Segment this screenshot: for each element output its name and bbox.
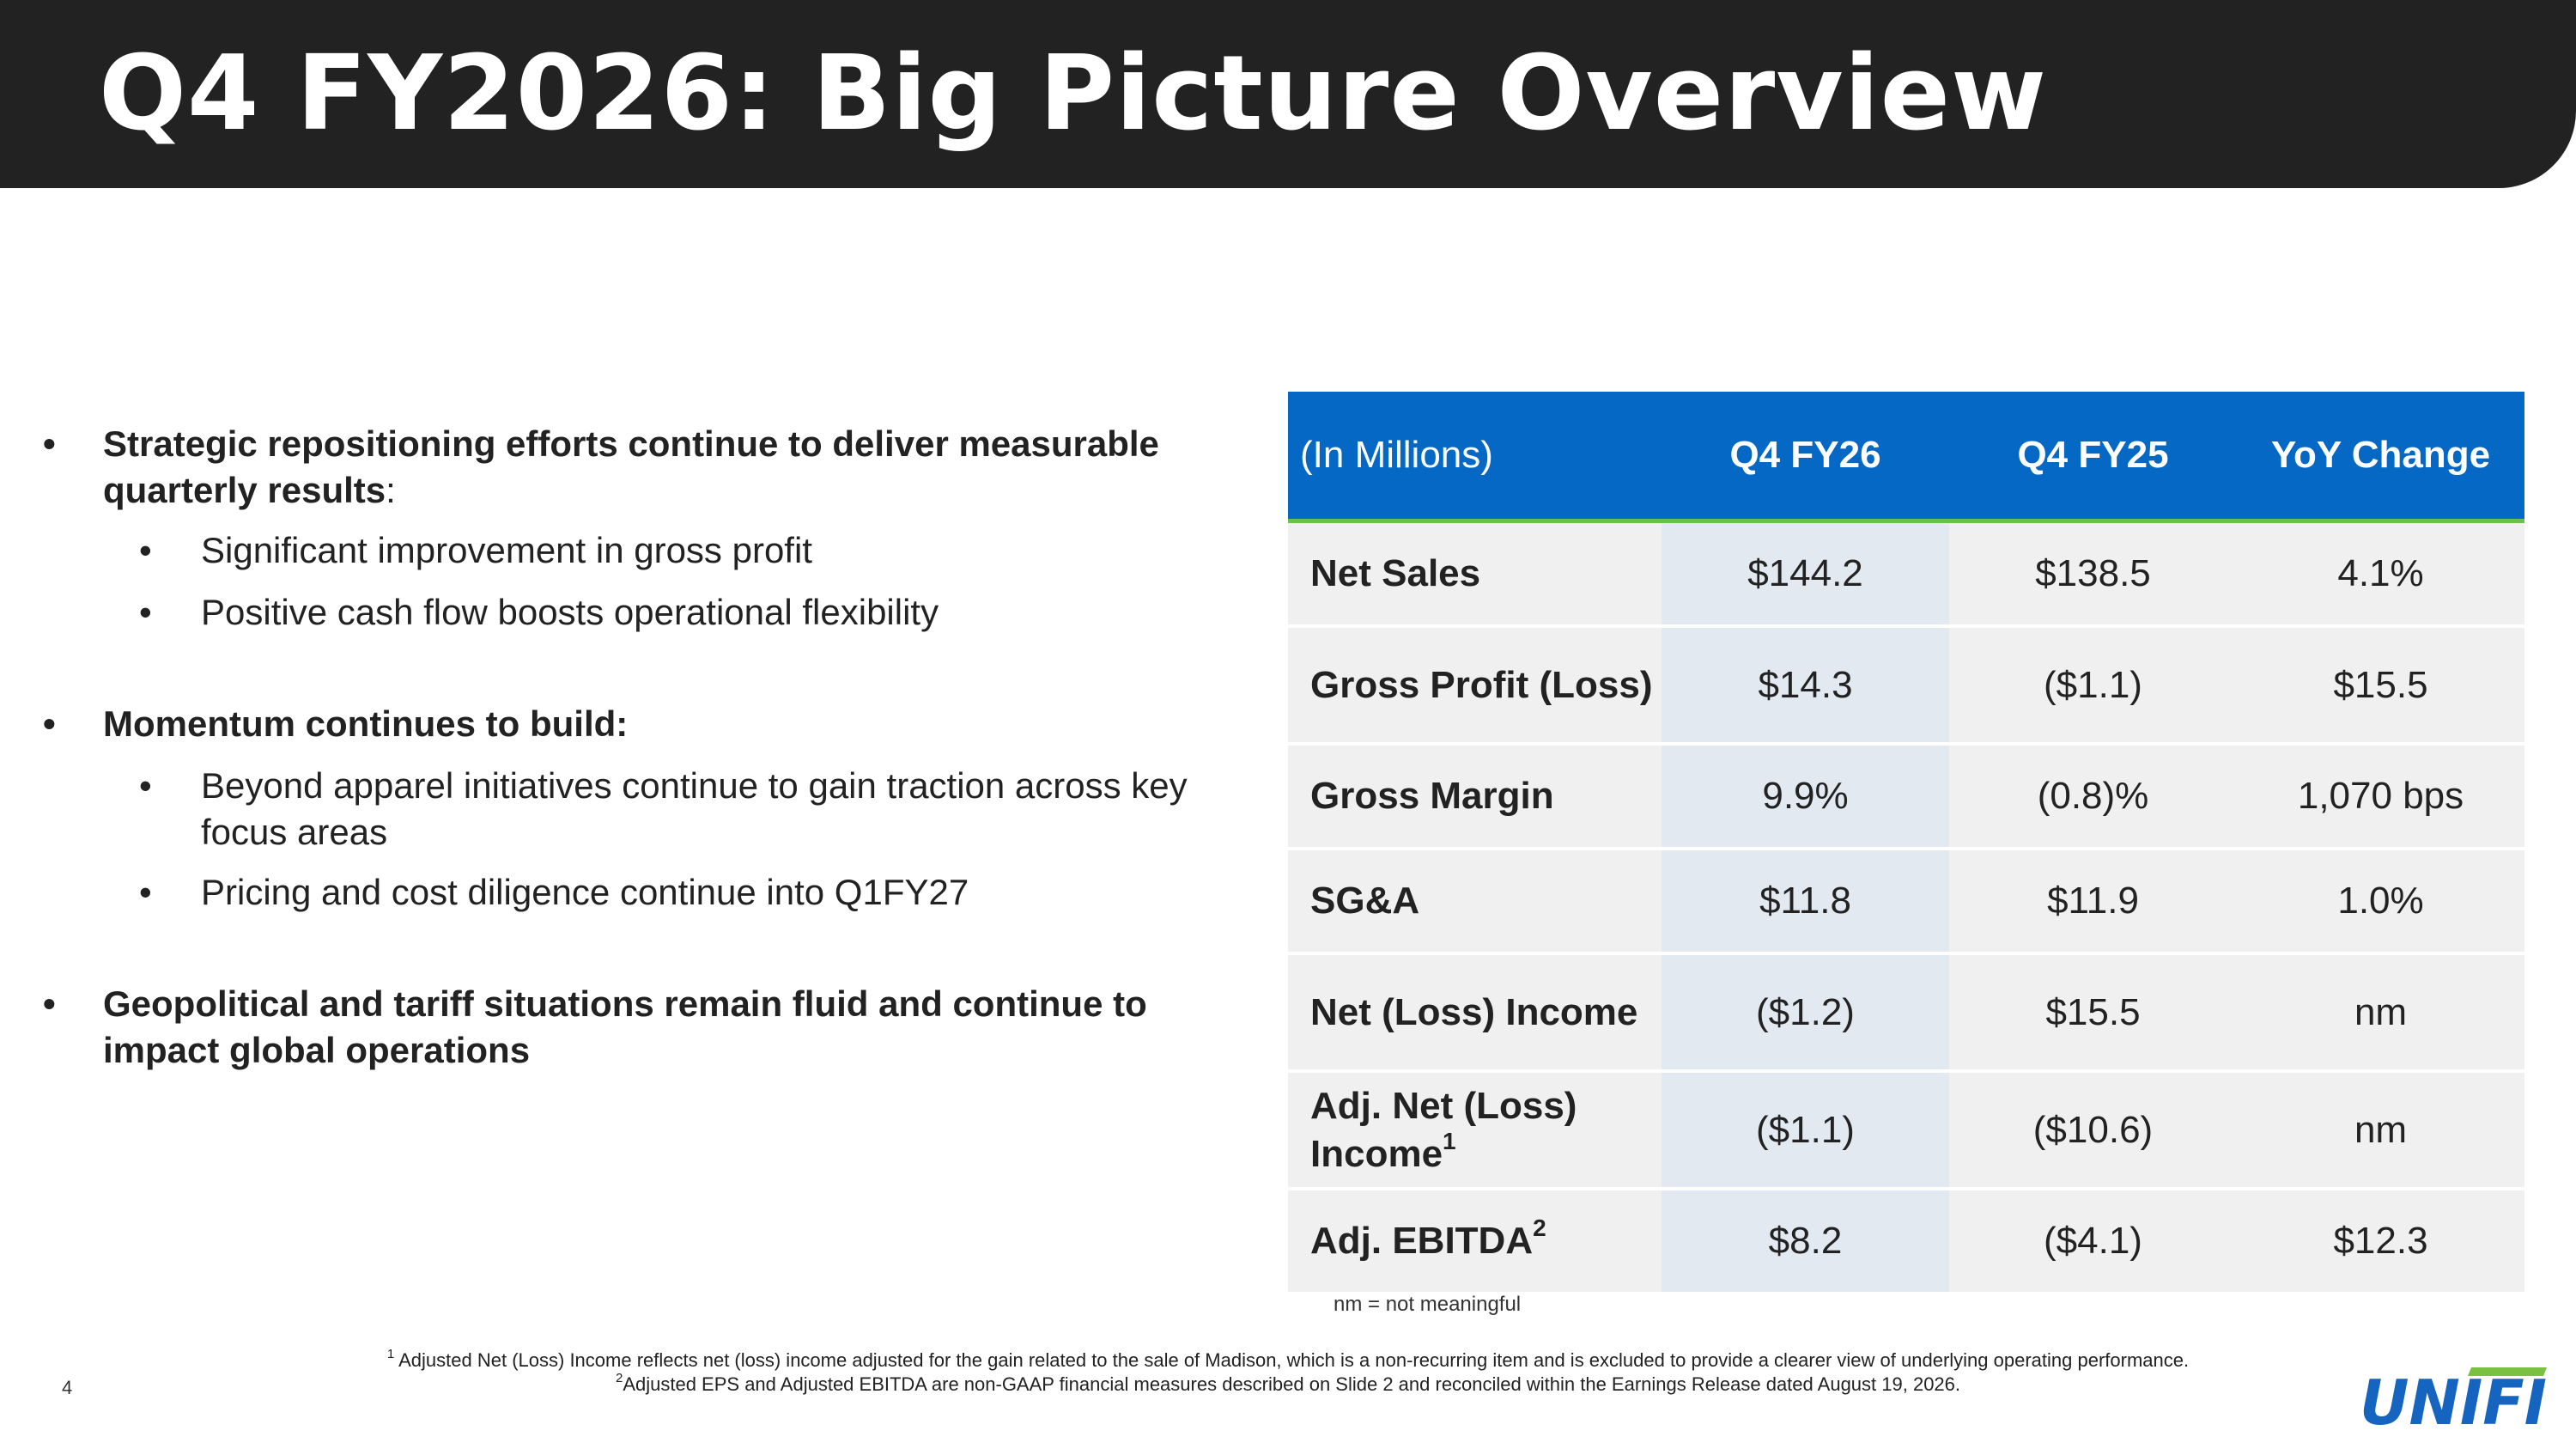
- row-label: Net Sales: [1288, 521, 1662, 628]
- header-q4-fy26: Q4 FY26: [1662, 392, 1949, 523]
- bullet-list: • Strategic repositioning efforts contin…: [43, 421, 1245, 1074]
- cell-change: $15.5: [2237, 626, 2524, 746]
- cell-change: nm: [2237, 1071, 2524, 1190]
- table-row: Adj. Net (Loss) Income1 ($1.1) ($10.6) n…: [1288, 1071, 2524, 1190]
- row-label: Gross Margin: [1288, 744, 1662, 850]
- bullet-geopolitical: • Geopolitical and tariff situations rem…: [43, 981, 1245, 1074]
- sub-bullet-text: Significant improvement in gross profit: [201, 530, 812, 570]
- bullet-dot-icon: •: [43, 703, 56, 744]
- cell-fy26: $8.2: [1662, 1189, 1949, 1295]
- bullet-dot-icon: •: [43, 983, 56, 1024]
- bullet-text: Geopolitical and tariff situations remai…: [103, 983, 1147, 1070]
- table-note: nm = not meaningful: [1334, 1293, 1522, 1316]
- bullet-strategic: • Strategic repositioning efforts contin…: [43, 421, 1245, 514]
- table-row: Net (Loss) Income ($1.2) $15.5 nm: [1288, 953, 2524, 1073]
- cell-fy25: ($10.6): [1949, 1071, 2237, 1190]
- bullet-colon: :: [386, 470, 396, 510]
- cell-change: 1.0%: [2237, 849, 2524, 955]
- sub-bullet-dot-icon: •: [139, 592, 152, 632]
- table-row: Gross Margin 9.9% (0.8)% 1,070 bps: [1288, 744, 2524, 850]
- cell-change: 4.1%: [2237, 521, 2524, 628]
- footnote-2: 2Adjusted EPS and Adjusted EBITDA are no…: [615, 1370, 1961, 1395]
- row-label: Adj. Net (Loss) Income1: [1288, 1071, 1662, 1190]
- title-bar: Q4 FY2026: Big Picture Overview: [0, 0, 2576, 188]
- cell-fy26: 9.9%: [1662, 744, 1949, 850]
- svg-text:UNIFI: UNIFI: [2360, 1367, 2547, 1428]
- cell-fy25: $138.5: [1949, 521, 2237, 628]
- cell-fy26: $144.2: [1662, 521, 1949, 628]
- cell-fy26: $14.3: [1662, 626, 1949, 746]
- footnotes: 1 Adjusted Net (Loss) Income reflects ne…: [361, 1346, 2215, 1397]
- row-label: SG&A: [1288, 849, 1662, 955]
- cell-fy25: ($1.1): [1949, 626, 2237, 746]
- header-yoy-change: YoY Change: [2237, 392, 2524, 523]
- sub-bullet: • Positive cash flow boosts operational …: [43, 589, 1245, 636]
- cell-fy25: $11.9: [1949, 849, 2237, 955]
- sub-bullet-text: Beyond apparel initiatives continue to g…: [201, 765, 1188, 852]
- sub-bullet-text: Positive cash flow boosts operational fl…: [201, 592, 939, 632]
- cell-change: nm: [2237, 953, 2524, 1073]
- row-label: Net (Loss) Income: [1288, 953, 1662, 1073]
- table-row: Net Sales $144.2 $138.5 4.1%: [1288, 521, 2524, 628]
- cell-fy26: ($1.1): [1662, 1071, 1949, 1190]
- sub-bullet-text: Pricing and cost diligence continue into…: [201, 872, 969, 912]
- cell-fy25: $15.5: [1949, 953, 2237, 1073]
- cell-fy25: ($4.1): [1949, 1189, 2237, 1295]
- table-header-row: (In Millions) Q4 FY26 Q4 FY25 YoY Change: [1288, 392, 2524, 523]
- cell-fy26: $11.8: [1662, 849, 1949, 955]
- row-label: Gross Profit (Loss): [1288, 626, 1662, 746]
- cell-change: $12.3: [2237, 1189, 2524, 1295]
- page-title: Q4 FY2026: Big Picture Overview: [99, 34, 2047, 154]
- financial-summary-table: (In Millions) Q4 FY26 Q4 FY25 YoY Change…: [1288, 392, 2524, 1295]
- bullet-momentum: • Momentum continues to build:: [43, 701, 1245, 747]
- table-row: Adj. EBITDA2 $8.2 ($4.1) $12.3: [1288, 1189, 2524, 1295]
- sub-bullet: • Beyond apparel initiatives continue to…: [43, 763, 1245, 855]
- table-row: Gross Profit (Loss) $14.3 ($1.1) $15.5: [1288, 626, 2524, 746]
- bullet-text: Momentum continues to build:: [103, 703, 629, 744]
- unifi-logo: UNIFI: [2360, 1366, 2549, 1439]
- row-label: Adj. EBITDA2: [1288, 1189, 1662, 1295]
- header-q4-fy25: Q4 FY25: [1949, 392, 2237, 523]
- bullet-text: Strategic repositioning efforts continue…: [103, 423, 1159, 510]
- page-number: 4: [62, 1377, 73, 1398]
- footnote-ref: 1: [1443, 1127, 1456, 1154]
- cell-fy26: ($1.2): [1662, 953, 1949, 1073]
- footnote-1: 1 Adjusted Net (Loss) Income reflects ne…: [386, 1346, 2190, 1371]
- bullet-dot-icon: •: [43, 423, 56, 464]
- footnote-ref: 2: [1533, 1215, 1546, 1242]
- sub-bullet: • Significant improvement in gross profi…: [43, 527, 1245, 574]
- table-row: SG&A $11.8 $11.9 1.0%: [1288, 849, 2524, 955]
- sub-bullet-dot-icon: •: [139, 872, 152, 912]
- sub-bullet-dot-icon: •: [139, 530, 152, 570]
- unifi-logo-icon: UNIFI: [2360, 1367, 2547, 1439]
- header-units: (In Millions): [1288, 392, 1662, 523]
- sub-bullet: • Pricing and cost diligence continue in…: [43, 869, 1245, 916]
- cell-change: 1,070 bps: [2237, 744, 2524, 850]
- sub-bullet-dot-icon: •: [139, 765, 152, 806]
- cell-fy25: (0.8)%: [1949, 744, 2237, 850]
